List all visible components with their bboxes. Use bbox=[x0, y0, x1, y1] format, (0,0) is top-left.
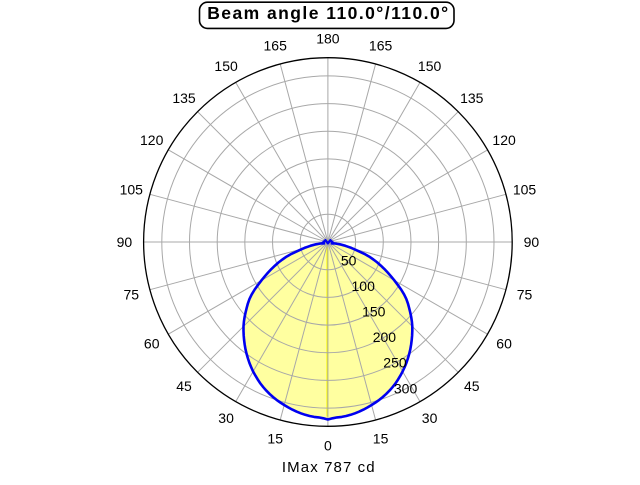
svg-text:165: 165 bbox=[369, 37, 393, 53]
svg-text:150: 150 bbox=[362, 304, 386, 320]
svg-text:50: 50 bbox=[341, 252, 357, 268]
svg-text:45: 45 bbox=[176, 378, 192, 394]
svg-text:30: 30 bbox=[218, 410, 234, 426]
svg-text:120: 120 bbox=[140, 132, 164, 148]
svg-text:75: 75 bbox=[517, 287, 533, 303]
svg-text:150: 150 bbox=[418, 58, 442, 74]
svg-text:200: 200 bbox=[373, 329, 397, 345]
svg-text:Beam angle 110.0°/110.0°: Beam angle 110.0°/110.0° bbox=[207, 3, 449, 23]
svg-text:105: 105 bbox=[513, 181, 537, 197]
svg-text:30: 30 bbox=[422, 410, 438, 426]
svg-text:150: 150 bbox=[214, 58, 238, 74]
svg-text:120: 120 bbox=[492, 132, 516, 148]
svg-text:180: 180 bbox=[316, 31, 340, 47]
svg-text:45: 45 bbox=[464, 378, 480, 394]
svg-text:105: 105 bbox=[120, 181, 144, 197]
svg-text:15: 15 bbox=[267, 431, 283, 447]
svg-text:60: 60 bbox=[496, 336, 512, 352]
svg-text:60: 60 bbox=[144, 336, 160, 352]
svg-text:75: 75 bbox=[124, 287, 140, 303]
svg-text:135: 135 bbox=[460, 90, 484, 106]
svg-text:300: 300 bbox=[394, 380, 418, 396]
svg-text:250: 250 bbox=[383, 355, 407, 371]
svg-text:90: 90 bbox=[117, 234, 133, 250]
svg-text:165: 165 bbox=[264, 37, 288, 53]
svg-text:100: 100 bbox=[352, 278, 376, 294]
svg-text:0: 0 bbox=[324, 438, 332, 454]
svg-text:15: 15 bbox=[373, 431, 389, 447]
svg-text:90: 90 bbox=[524, 234, 540, 250]
svg-text:135: 135 bbox=[172, 90, 196, 106]
svg-text:IMax 787 cd: IMax 787 cd bbox=[282, 459, 376, 476]
